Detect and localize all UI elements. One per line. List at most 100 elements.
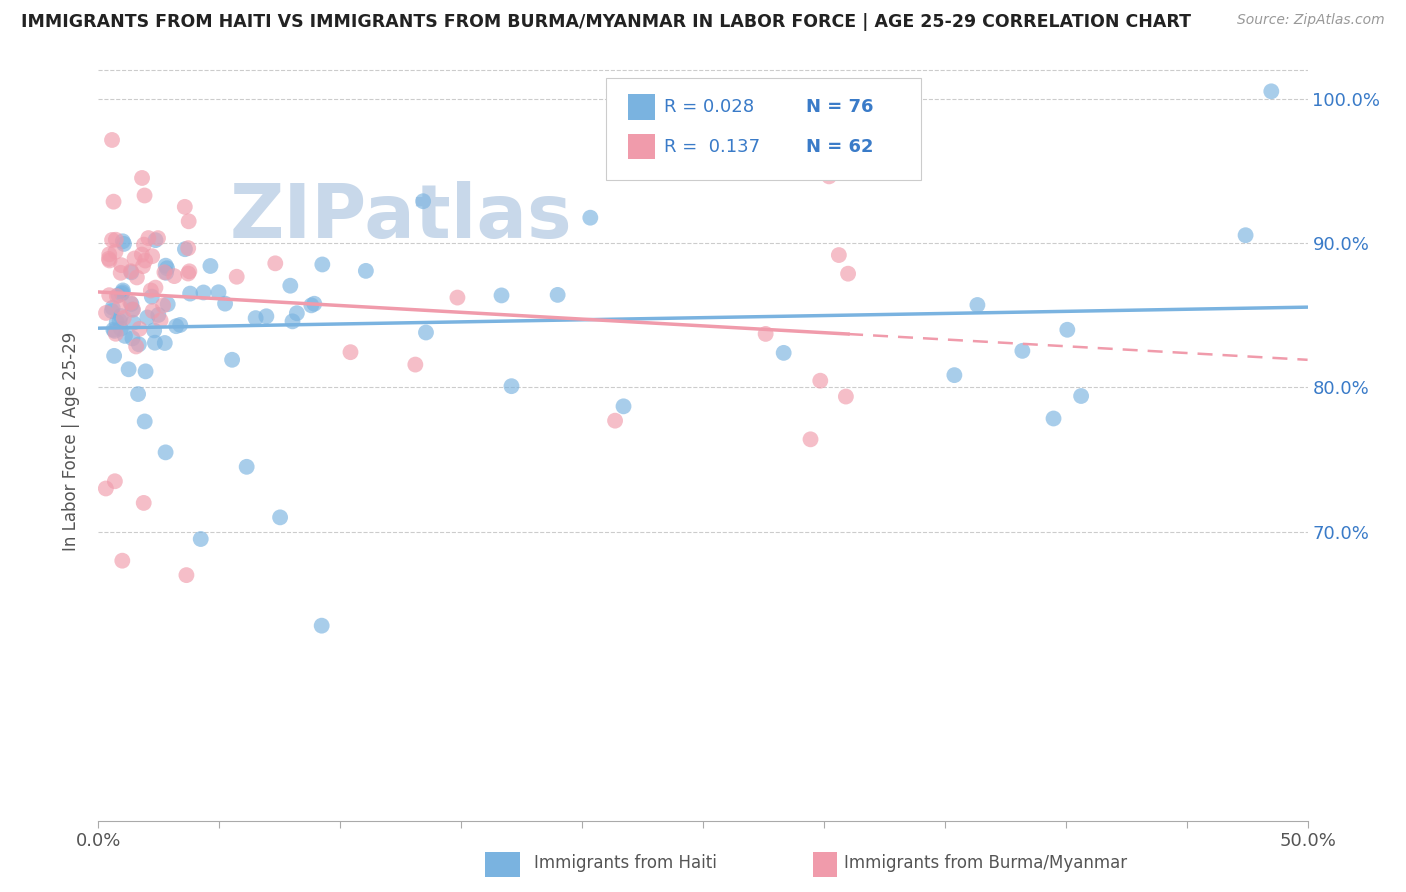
Point (120, 297, 142, 311)
Point (169, 318, 191, 332)
Point (120, 295, 142, 310)
Point (354, 264, 377, 278)
Point (1234, 228, 1257, 243)
Point (1260, 84, 1282, 98)
Point (128, 337, 150, 351)
Point (254, 310, 277, 324)
Point (221, 352, 243, 367)
Point (176, 568, 198, 582)
Point (225, 269, 247, 284)
Point (108, 300, 131, 314)
Point (177, 214, 200, 228)
Text: Source: ZipAtlas.com: Source: ZipAtlas.com (1237, 13, 1385, 28)
Point (103, 194, 125, 209)
Point (101, 233, 124, 247)
Point (404, 358, 426, 372)
Point (121, 302, 143, 317)
Point (808, 374, 831, 388)
Point (124, 252, 146, 266)
Point (153, 265, 176, 279)
Point (103, 323, 125, 337)
Point (97, 252, 120, 266)
Point (111, 286, 134, 301)
Point (264, 256, 287, 270)
Point (103, 349, 125, 363)
Point (152, 298, 174, 312)
Point (122, 302, 145, 317)
Point (966, 298, 988, 312)
Point (281, 314, 304, 328)
Point (131, 171, 153, 186)
Point (114, 329, 136, 343)
Point (132, 259, 155, 273)
Point (1056, 323, 1078, 337)
Point (1011, 343, 1033, 358)
Point (145, 233, 167, 247)
Point (112, 236, 135, 251)
Point (190, 532, 212, 546)
Point (1042, 411, 1064, 425)
Point (131, 247, 153, 261)
Point (311, 257, 333, 271)
Text: N = 76: N = 76 (806, 98, 873, 116)
Point (122, 316, 145, 330)
Point (125, 339, 148, 353)
Point (235, 459, 257, 474)
Point (149, 313, 172, 327)
Point (155, 445, 177, 459)
Point (141, 249, 163, 263)
Point (117, 362, 139, 376)
Point (193, 285, 215, 300)
Point (163, 269, 186, 284)
Point (146, 231, 169, 245)
Point (108, 314, 131, 328)
Point (214, 296, 236, 310)
Point (103, 324, 125, 338)
Point (134, 253, 156, 268)
Point (135, 364, 157, 378)
Point (134, 188, 156, 202)
Point (110, 309, 132, 323)
Point (415, 326, 437, 340)
Point (105, 315, 128, 329)
Point (818, 169, 841, 184)
Point (799, 433, 821, 447)
Text: IMMIGRANTS FROM HAITI VS IMMIGRANTS FROM BURMA/MYANMAR IN LABOR FORCE | AGE 25-2: IMMIGRANTS FROM HAITI VS IMMIGRANTS FROM… (21, 13, 1191, 31)
Point (127, 387, 149, 401)
Point (111, 285, 134, 300)
Point (112, 310, 135, 325)
Point (156, 261, 179, 276)
Point (772, 346, 794, 360)
Point (579, 211, 602, 225)
Point (101, 133, 124, 147)
Point (207, 285, 229, 300)
Point (311, 618, 333, 632)
FancyBboxPatch shape (628, 95, 655, 120)
Point (177, 267, 200, 281)
Point (200, 259, 222, 273)
Text: Immigrants from Burma/Myanmar: Immigrants from Burma/Myanmar (844, 855, 1126, 872)
Point (128, 322, 150, 336)
Text: R =  0.137: R = 0.137 (664, 137, 761, 155)
Point (145, 280, 167, 294)
Point (501, 379, 523, 393)
Point (120, 264, 142, 278)
FancyBboxPatch shape (606, 78, 921, 180)
Point (134, 414, 156, 428)
Point (111, 235, 134, 249)
Point (156, 297, 179, 311)
Point (101, 301, 124, 315)
Point (837, 267, 859, 281)
Point (94, 482, 117, 496)
Point (245, 311, 267, 326)
Point (285, 306, 308, 320)
Point (98, 253, 121, 268)
Point (141, 290, 163, 304)
Point (174, 242, 197, 256)
Y-axis label: In Labor Force | Age 25-29: In Labor Force | Age 25-29 (62, 332, 80, 551)
Point (603, 414, 626, 428)
Point (148, 308, 170, 322)
Point (612, 400, 634, 414)
Point (269, 510, 291, 524)
Point (110, 266, 132, 280)
